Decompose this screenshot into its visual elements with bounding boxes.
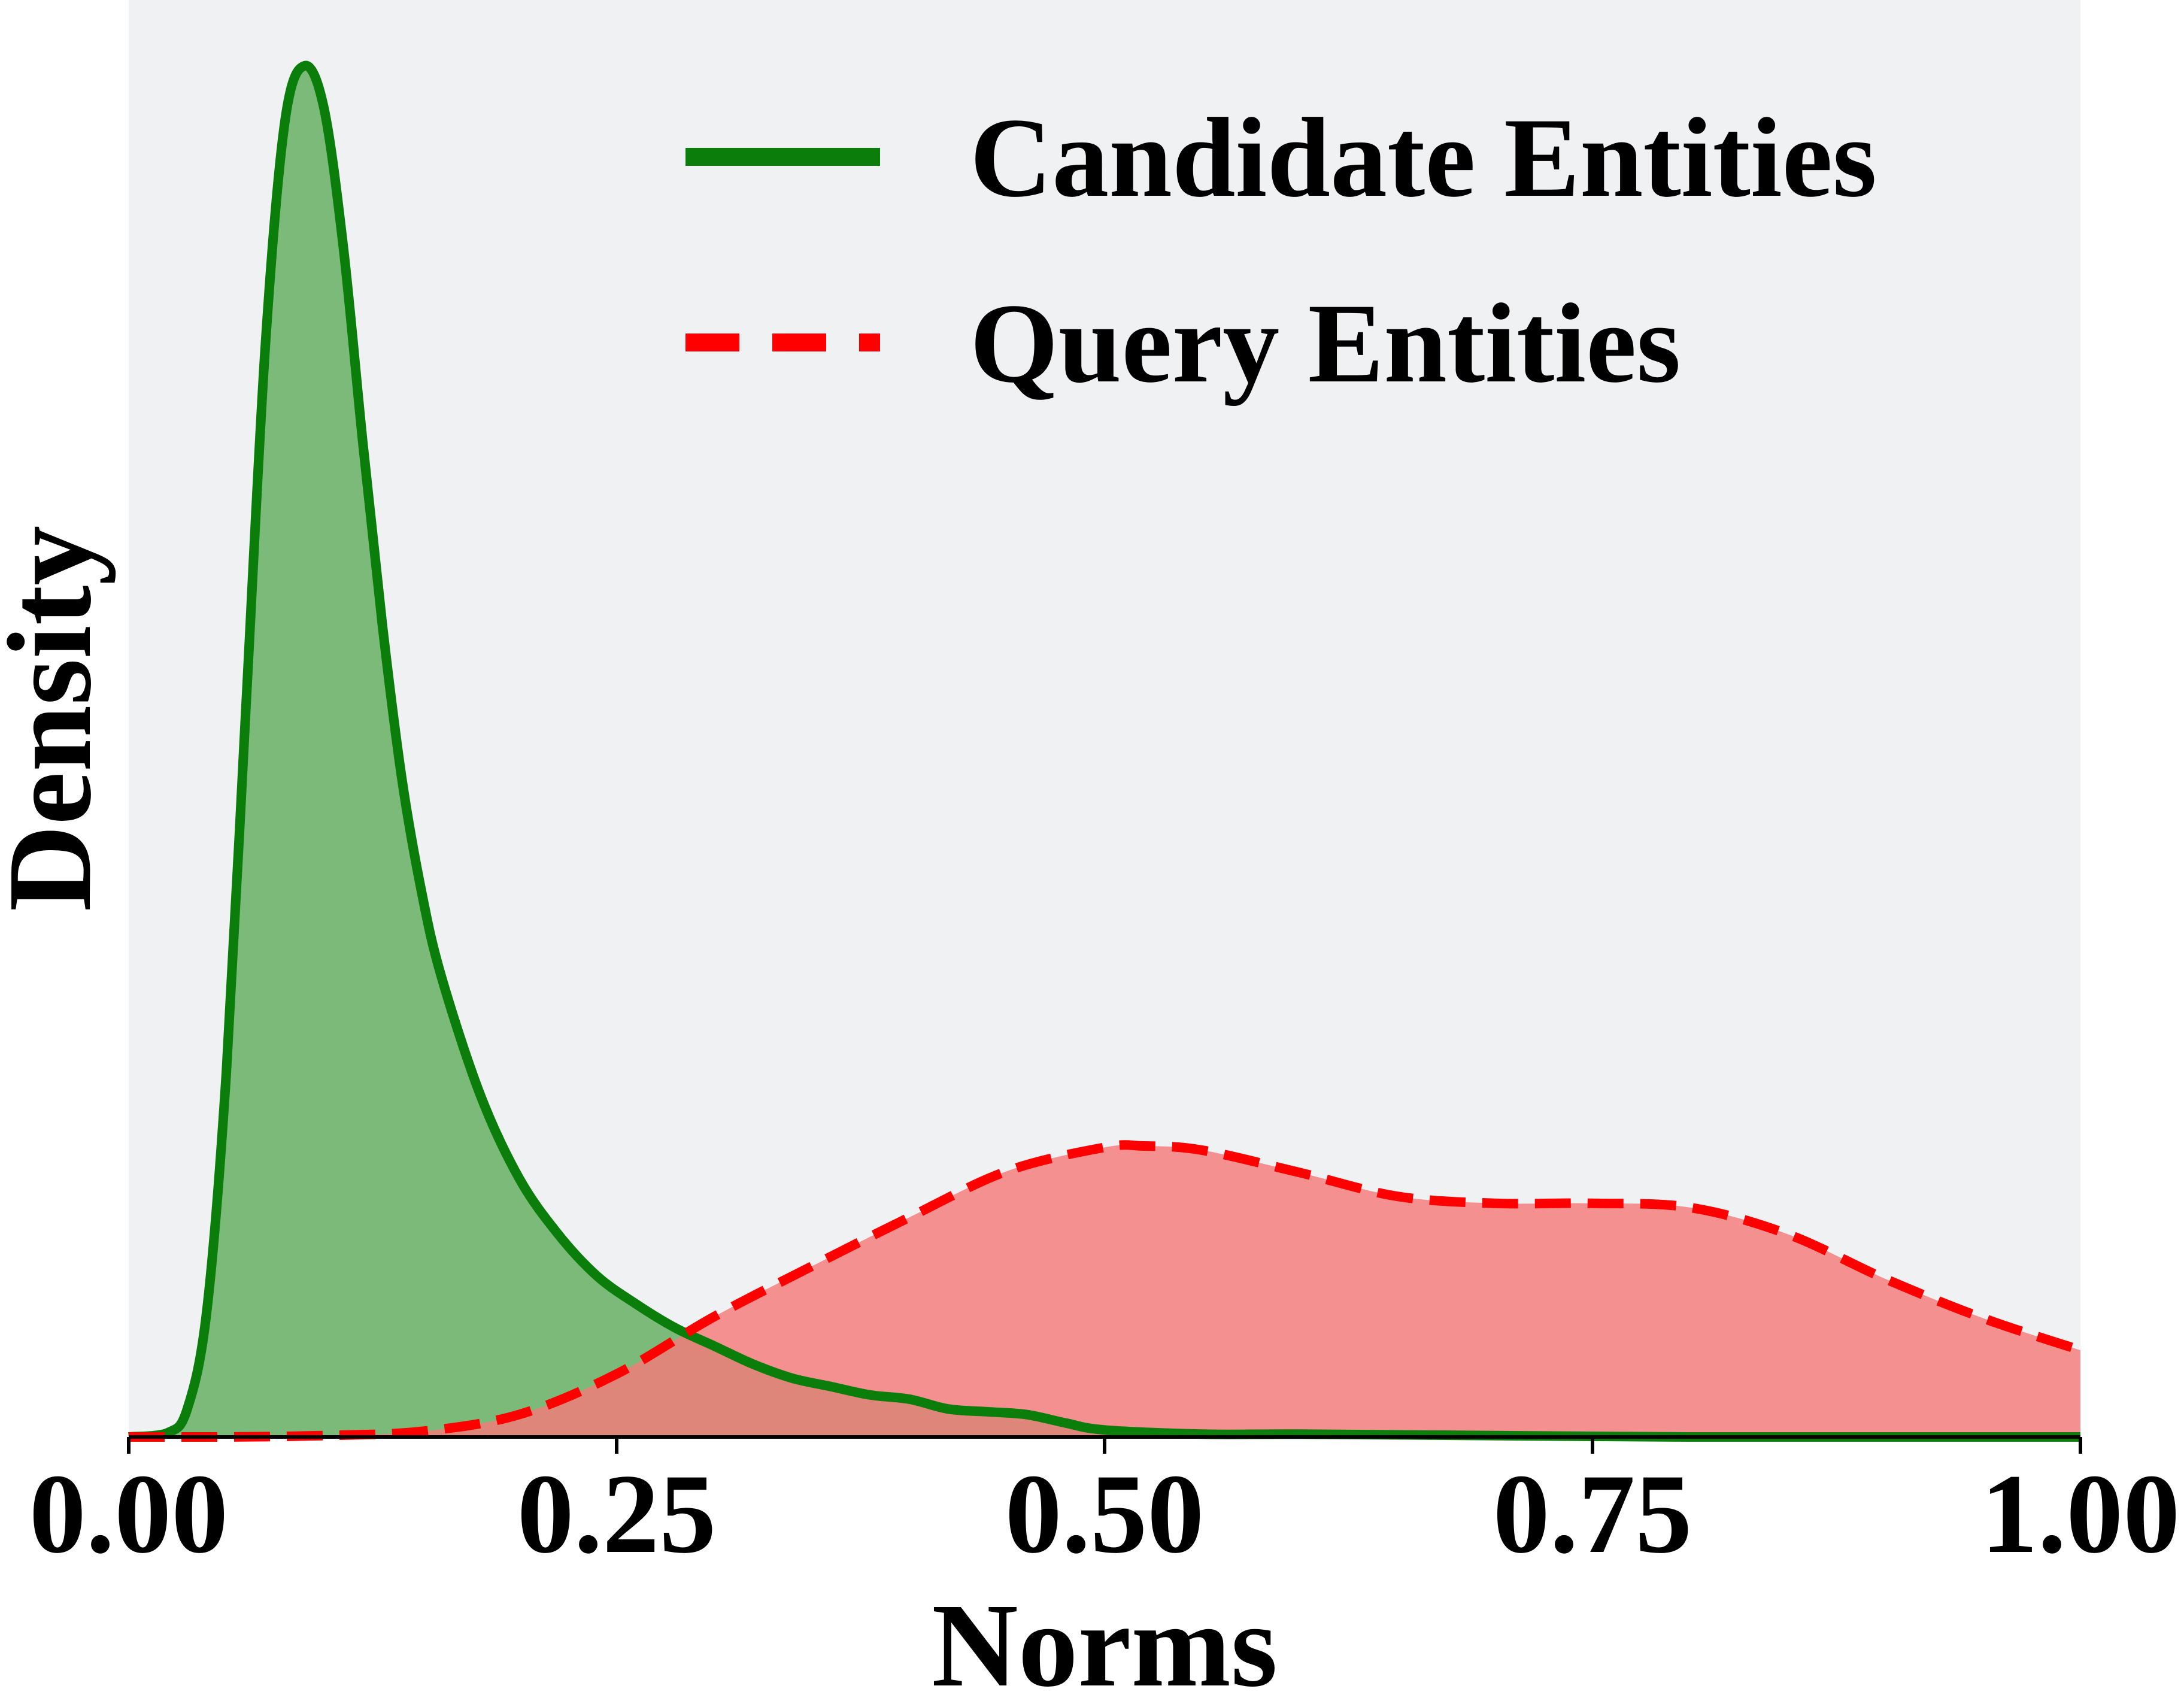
legend-label-query-entities: Query Entities: [970, 281, 1681, 407]
y-axis-label: Density: [0, 526, 116, 911]
legend: Candidate Entities Query Entities: [685, 95, 1877, 407]
series-line-candidate-entities: [128, 60, 2080, 1442]
series-area-candidate-entities: [129, 65, 2080, 1438]
x-axis-label: Norms: [932, 1579, 1278, 1704]
series-lines: [128, 60, 2082, 1442]
legend-label-candidate-entities: Candidate Entities: [970, 95, 1877, 221]
series-area-query-entities: [129, 1145, 2080, 1437]
series-line-query-entities: [128, 1140, 2082, 1442]
x-tick-label: 0.75: [1493, 1451, 1692, 1577]
x-axis-ticks: 0.00 0.25 0.50 0.75 1.00: [29, 1437, 2180, 1577]
x-tick-label: 0.50: [1005, 1451, 1205, 1577]
x-tick-label: 0.25: [517, 1451, 717, 1577]
series-fills: [129, 65, 2080, 1438]
x-tick-label: 1.00: [1981, 1451, 2180, 1577]
x-tick-label: 0.00: [29, 1451, 229, 1577]
